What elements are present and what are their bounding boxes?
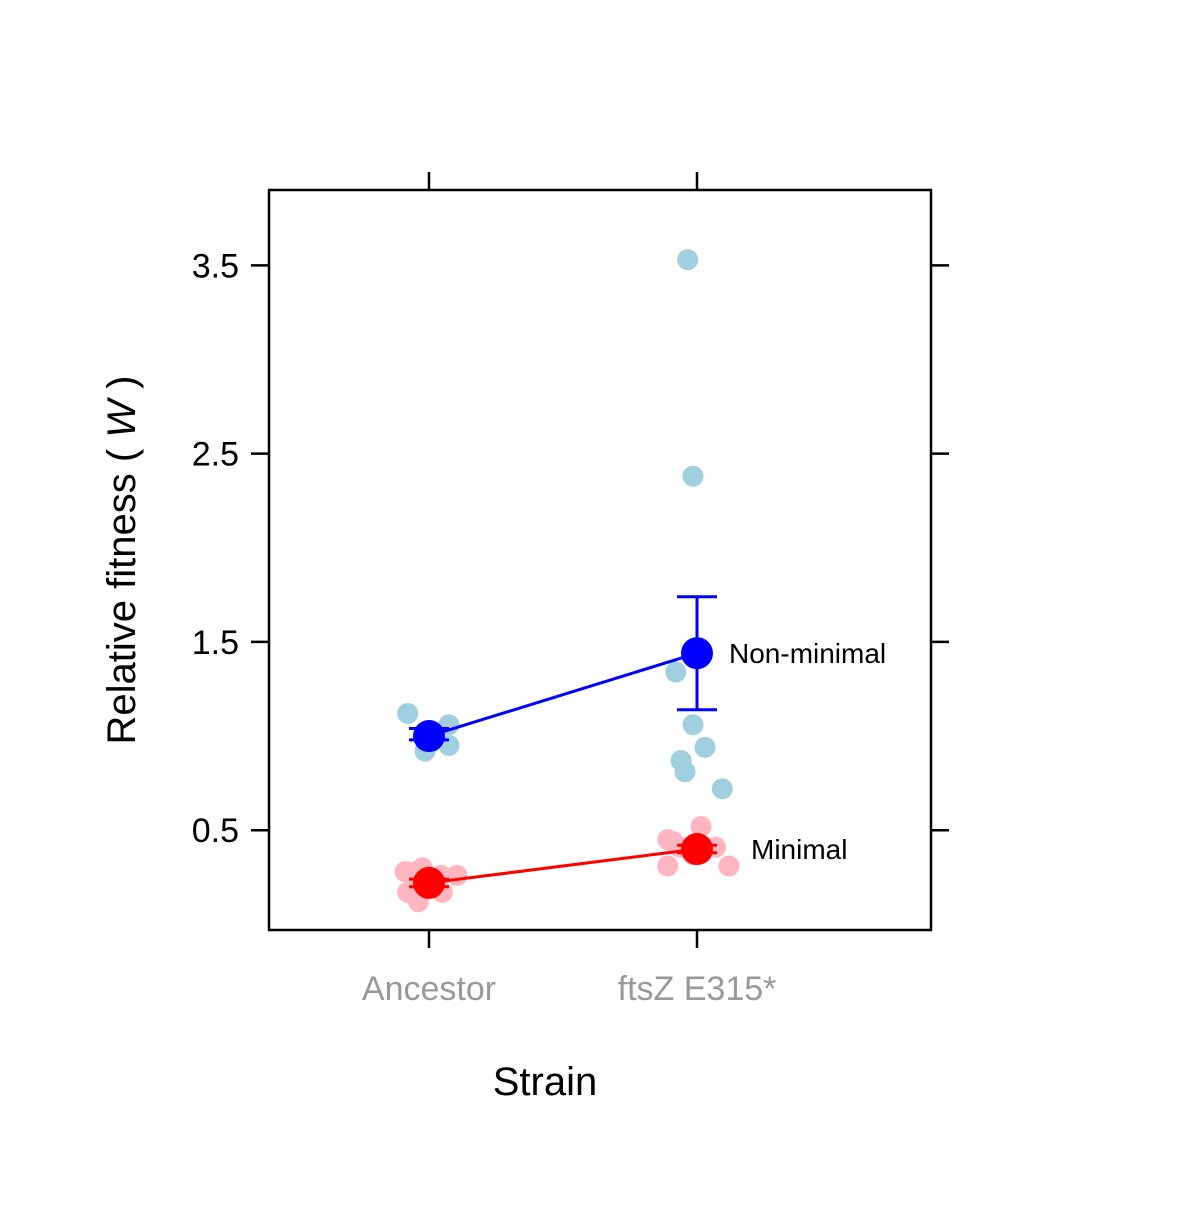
mean-line: [428, 847, 698, 885]
series-label: Minimal: [751, 834, 847, 865]
raw-point: [711, 778, 733, 800]
x-tick-label: Ancestor: [362, 970, 496, 1008]
mean-point: [681, 833, 713, 866]
x-axis-title: Strain: [493, 1060, 598, 1104]
raw-point: [694, 736, 716, 758]
raw-point: [674, 761, 696, 783]
x-tick-label: ftsZ E315*: [618, 970, 777, 1008]
y-axis-title: Relative fitness ( W ): [100, 375, 144, 744]
mean-point: [413, 866, 445, 899]
mean-point: [413, 720, 445, 753]
raw-point: [682, 465, 704, 487]
raw-point: [397, 702, 419, 724]
y-axis-title-close: ): [100, 375, 144, 388]
raw-point: [665, 661, 687, 683]
y-tick-label: 3.5: [192, 247, 239, 285]
y-tick-label: 0.5: [192, 812, 239, 850]
raw-point: [682, 714, 704, 736]
y-axis-title-var: W: [100, 397, 144, 438]
mean-line: [428, 651, 698, 738]
plot-frame: [267, 188, 933, 932]
y-axis-title-main: Relative fitness (: [100, 448, 144, 744]
series-label: Non-minimal: [729, 638, 886, 669]
y-tick-label: 2.5: [192, 436, 239, 474]
raw-point: [657, 855, 679, 877]
raw-point: [718, 855, 740, 877]
raw-point: [677, 249, 699, 271]
mean-point: [681, 637, 713, 670]
y-tick-label: 1.5: [192, 624, 239, 662]
raw-point: [690, 815, 712, 837]
raw-point: [446, 864, 468, 886]
